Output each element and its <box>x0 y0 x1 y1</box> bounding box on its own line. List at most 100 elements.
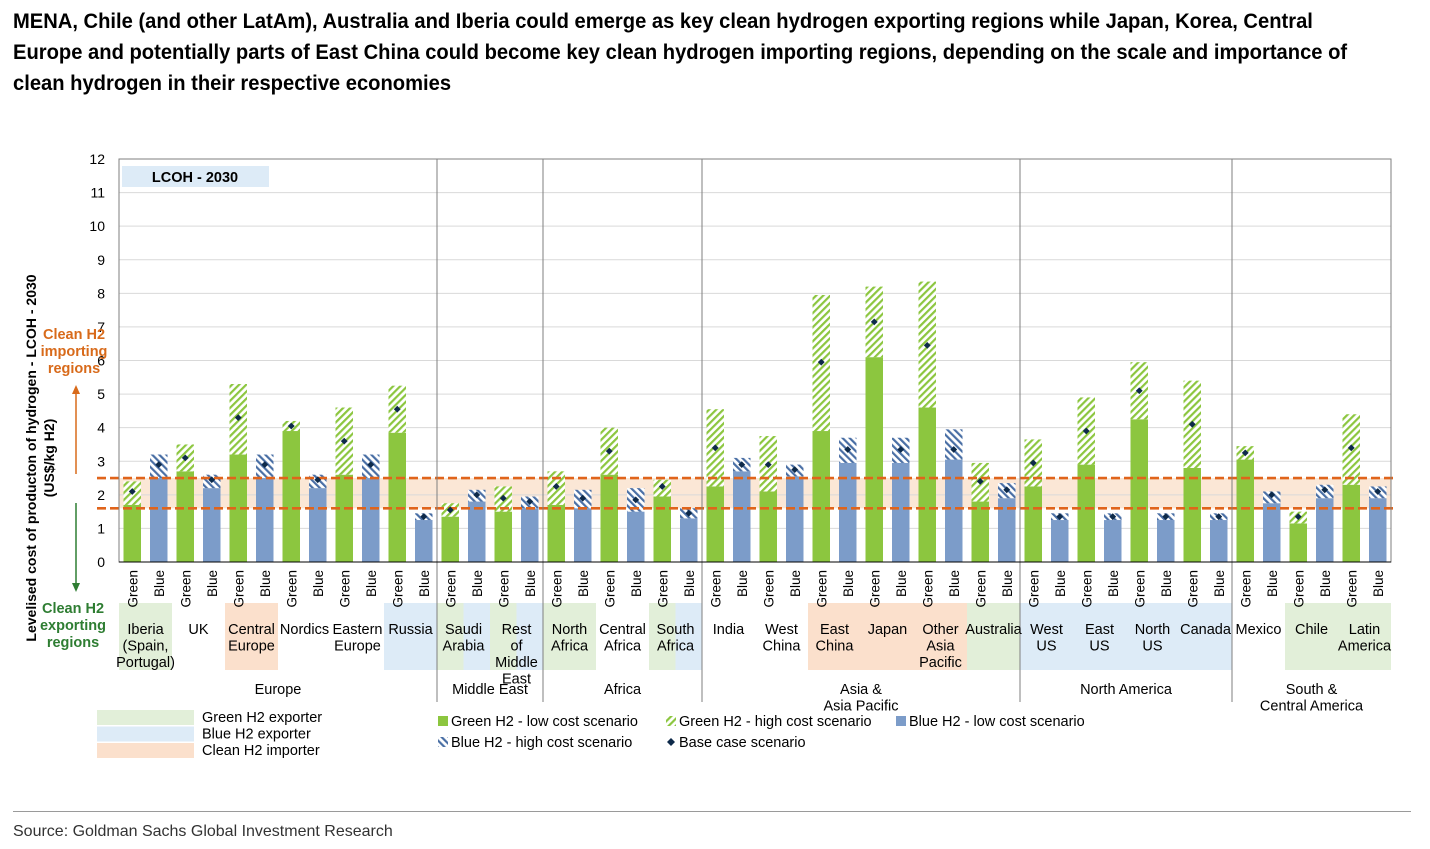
blue-bar-label: Blue <box>788 570 803 597</box>
export-arrow-head <box>72 583 80 592</box>
green-low-bar <box>176 471 194 562</box>
import-arrow-head <box>72 385 80 394</box>
country-label-line: West <box>765 622 798 638</box>
country-label-line: South <box>657 622 695 638</box>
country-label-line: North <box>1135 622 1170 638</box>
green-bar-label: Green <box>1185 570 1200 608</box>
country-label-line: of <box>510 639 523 655</box>
country-label: Russia <box>388 622 433 638</box>
base-case-marker <box>764 461 772 469</box>
group-label: Africa <box>604 682 642 698</box>
blue-low-bar <box>627 511 645 562</box>
base-case-marker <box>923 341 931 349</box>
country-label: Latin America <box>1338 622 1392 655</box>
country-label-line: India <box>713 622 745 638</box>
country-label-line: UK <box>188 622 208 638</box>
y-axis-label-line: Levelised cost of producton of hydrogen … <box>23 274 39 641</box>
role-bg-blue <box>516 603 543 670</box>
role-bg <box>1073 603 1126 670</box>
country-label-line: Iberia <box>127 622 164 638</box>
base-case-marker <box>1029 459 1037 467</box>
threshold-band <box>119 478 1391 509</box>
role-bg <box>1126 603 1179 670</box>
base-case-marker <box>128 488 136 495</box>
role-bg <box>1020 603 1073 670</box>
country-label: West US <box>1030 622 1063 655</box>
role-bg <box>808 603 861 670</box>
base-case-marker <box>711 444 719 452</box>
green-bar-label: Green <box>549 570 564 608</box>
green-low-bar <box>335 474 353 562</box>
country-label-line: East <box>820 622 849 638</box>
y-tick-label: 10 <box>89 218 105 234</box>
blue-low-bar <box>256 478 274 562</box>
group-label-line: Middle East <box>452 682 528 698</box>
country-label-line: Pacific <box>919 655 962 671</box>
legend-base-swatch <box>667 738 675 746</box>
group-label-line: South & <box>1286 682 1338 698</box>
green-low-bar <box>653 496 671 562</box>
blue-bar-label: Blue <box>894 570 909 597</box>
blue-bar-label: Blue <box>735 570 750 597</box>
group-label-line: Europe <box>255 682 302 698</box>
page-title: MENA, Chile (and other LatAm), Australia… <box>13 10 1348 95</box>
role-bg <box>1285 603 1338 670</box>
country-label-line: Portugal) <box>116 655 175 671</box>
green-low-bar <box>1183 467 1201 562</box>
green-bar-label: Green <box>231 570 246 608</box>
export-annotation: Clean H2 exporting regions <box>40 601 106 651</box>
y-tick-label: 6 <box>97 353 105 369</box>
base-case-marker <box>234 414 242 421</box>
green-low-bar <box>1289 523 1307 562</box>
green-low-bar <box>918 407 936 562</box>
green-low-bar <box>759 491 777 562</box>
import-annotation: Clean H2 importing regions <box>41 327 108 377</box>
chart-title: LCOH - 2030 <box>152 170 238 186</box>
country-label-line: Eastern <box>333 622 383 638</box>
blue-low-bar <box>1104 520 1122 562</box>
green-low-bar <box>1342 484 1360 562</box>
legend-role-label: Green H2 exporter <box>202 710 322 726</box>
country-label: Rest of Middle East <box>495 622 538 688</box>
country-label-line: (Spain, <box>123 639 169 655</box>
base-case-marker <box>1321 486 1329 494</box>
country-label-line: Rest <box>502 622 532 638</box>
y-tick-label: 8 <box>97 285 105 301</box>
country-label-line: West <box>1030 622 1063 638</box>
blue-low-bar <box>786 476 804 562</box>
green-bar-label: Green <box>1291 570 1306 608</box>
base-case-marker <box>552 483 560 490</box>
chart-title-box <box>122 166 269 187</box>
country-label: North Africa <box>551 622 589 655</box>
green-bar-label: Green <box>708 570 723 608</box>
country-label-line: Other <box>922 622 958 638</box>
green-low-bar <box>600 474 618 562</box>
base-case-marker <box>155 461 163 469</box>
green-low-bar <box>388 432 406 562</box>
base-case-marker <box>314 476 322 484</box>
blue-low-bar <box>945 459 963 562</box>
country-label: Nordics <box>280 622 329 638</box>
country-label-line: Africa <box>604 639 642 655</box>
base-case-marker <box>1347 444 1355 452</box>
base-case-marker <box>870 318 878 326</box>
green-low-bar <box>1130 419 1148 562</box>
role-bg-blue <box>675 603 702 670</box>
country-label-line: Mexico <box>1236 622 1282 638</box>
role-bg <box>225 603 278 670</box>
legend-role-swatch <box>97 726 194 742</box>
country-label-line: China <box>816 639 855 655</box>
y-tick-label: 2 <box>97 487 105 503</box>
blue-low-bar <box>574 508 592 562</box>
base-case-marker <box>658 483 666 490</box>
blue-bar-label: Blue <box>947 570 962 597</box>
blue-bar-label: Blue <box>152 570 167 597</box>
green-low-bar <box>229 454 247 562</box>
country-label-line: Latin <box>1349 622 1380 638</box>
base-case-marker <box>1294 513 1302 521</box>
green-low-bar <box>282 431 300 562</box>
country-label: India <box>713 622 745 638</box>
country-label: South Africa <box>657 622 695 655</box>
y-tick-label: 7 <box>97 319 105 335</box>
